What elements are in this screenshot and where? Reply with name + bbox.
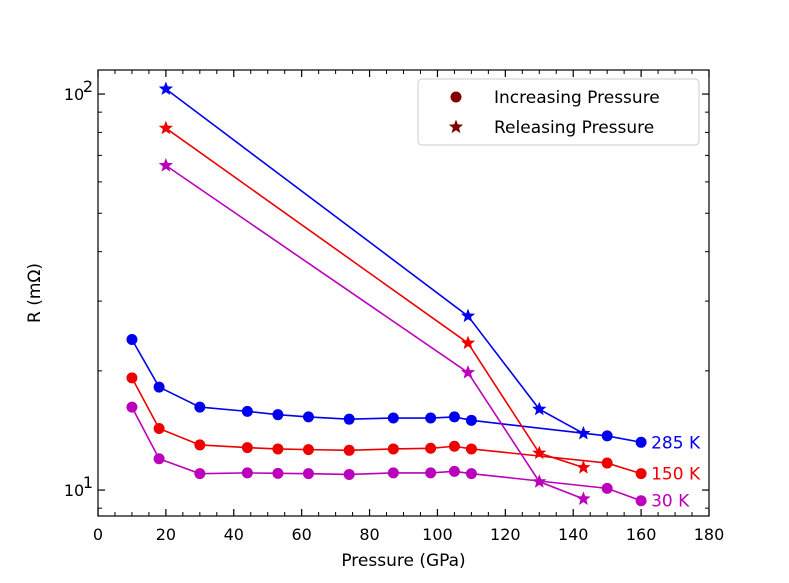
x-tick-label: 100 <box>422 525 453 544</box>
series-increasing-line <box>131 377 642 475</box>
releasing-point <box>576 460 591 474</box>
x-tick-label: 40 <box>224 525 244 544</box>
increasing-point <box>425 412 437 424</box>
releasing-point <box>158 120 174 135</box>
increasing-point <box>241 467 253 479</box>
legend-box <box>417 78 700 146</box>
series-markers <box>126 81 647 507</box>
x-tick-label: 20 <box>156 525 176 544</box>
x-tick-label: 80 <box>359 525 379 544</box>
increasing-point <box>241 405 253 417</box>
increasing-point <box>126 333 138 345</box>
increasing-point <box>153 381 165 393</box>
increasing-point <box>272 443 284 455</box>
increasing-point <box>343 468 355 480</box>
x-axis-title: Pressure (GPa) <box>341 551 465 571</box>
increasing-point <box>343 444 355 456</box>
series-releasing-line <box>165 164 584 500</box>
increasing-point <box>635 495 647 507</box>
releasing-point <box>460 365 476 379</box>
increasing-point <box>126 401 138 413</box>
increasing-point <box>272 467 284 479</box>
x-tick-label: 160 <box>626 525 657 544</box>
releasing-point <box>532 445 547 460</box>
increasing-point <box>465 414 477 426</box>
series-label: 30 K <box>651 492 690 512</box>
increasing-point <box>153 423 165 435</box>
increasing-point <box>601 482 613 494</box>
y-tick-exponent: 2 <box>83 77 93 96</box>
increasing-point <box>302 468 314 480</box>
increasing-point <box>153 453 165 465</box>
increasing-point <box>465 443 477 455</box>
releasing-point <box>460 308 476 323</box>
x-tick-label: 180 <box>694 525 725 544</box>
increasing-point <box>635 436 647 448</box>
x-tick-label: 0 <box>93 525 103 544</box>
legend-label: Releasing Pressure <box>494 118 654 138</box>
increasing-point <box>601 457 613 469</box>
y-axis-title: R (mΩ) <box>25 263 45 323</box>
y-tick-label: 10 <box>64 85 84 104</box>
legend-circle-icon <box>450 91 462 103</box>
series-lines <box>131 88 642 502</box>
increasing-point <box>194 468 206 480</box>
increasing-point <box>302 444 314 456</box>
series-label: 150 K <box>651 465 701 485</box>
increasing-point <box>635 468 647 480</box>
increasing-point <box>448 411 460 423</box>
increasing-point <box>194 401 206 413</box>
increasing-point <box>387 412 399 424</box>
series-releasing-line <box>165 88 584 435</box>
increasing-point <box>448 465 460 477</box>
increasing-point <box>465 468 477 480</box>
x-tick-label: 120 <box>490 525 521 544</box>
x-tick-label: 60 <box>291 525 311 544</box>
releasing-point <box>158 158 174 172</box>
series-label: 285 K <box>651 433 701 453</box>
x-tick-label: 140 <box>558 525 589 544</box>
increasing-point <box>241 442 253 454</box>
increasing-point <box>601 430 613 442</box>
series-releasing-line <box>165 127 584 469</box>
legend-label: Increasing Pressure <box>494 88 660 108</box>
increasing-point <box>425 442 437 454</box>
legend: Increasing Pressure Releasing Pressure <box>417 78 700 146</box>
increasing-point <box>425 467 437 479</box>
releasing-point <box>532 474 547 488</box>
increasing-point <box>387 443 399 455</box>
releasing-point <box>532 401 547 416</box>
releasing-point <box>158 81 174 96</box>
increasing-point <box>302 411 314 423</box>
releasing-point <box>576 425 591 440</box>
series-increasing-line <box>131 406 642 502</box>
increasing-point <box>126 372 138 384</box>
y-tick-label: 10 <box>64 481 84 500</box>
series-increasing-line <box>131 339 642 444</box>
increasing-point <box>194 439 206 451</box>
series-labels: 285 K 150 K 30 K <box>651 433 701 511</box>
increasing-point <box>448 440 460 452</box>
increasing-point <box>272 409 284 421</box>
increasing-point <box>387 467 399 479</box>
releasing-point <box>460 335 476 350</box>
legend-star-icon <box>448 119 464 134</box>
releasing-point <box>576 491 591 505</box>
y-tick-exponent: 1 <box>83 473 93 492</box>
increasing-point <box>343 413 355 425</box>
